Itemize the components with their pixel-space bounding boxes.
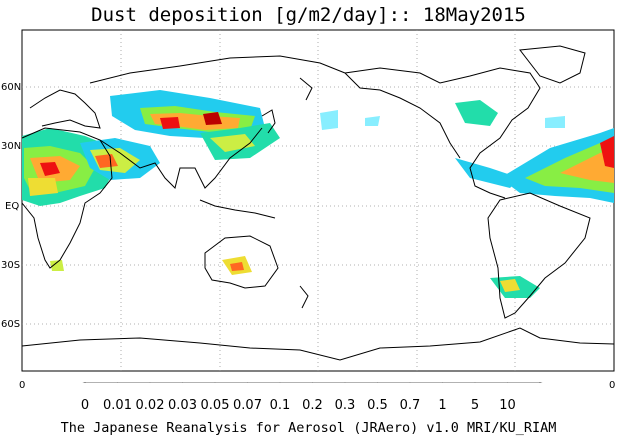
lat-label-eq: EQ (5, 201, 20, 212)
coast-kamchatka (299, 77, 313, 101)
coast-alaska (344, 72, 461, 159)
coast-greenland (519, 45, 586, 84)
colorbar-label: 0.1 (269, 398, 291, 413)
lon-label-right: 0 (609, 380, 616, 391)
colorbar-label: 0.01 (103, 398, 132, 413)
colorbar-label: 0.02 (135, 398, 165, 413)
lat-label-30n: 30N (1, 141, 22, 152)
dust-deposition-map (21, 29, 615, 383)
colorbar-label: 1 (438, 398, 447, 413)
colorbar-label: 0.07 (233, 398, 262, 413)
coast-europe (29, 89, 101, 129)
colorbar-label: 0 (80, 398, 90, 413)
coast-south-america (487, 192, 591, 319)
colorbar-label: 10 (499, 398, 516, 413)
coast-japan (261, 109, 276, 134)
coast-north-america (344, 67, 541, 199)
coast-south-asia (99, 127, 263, 189)
coast-new-zealand (299, 285, 309, 309)
lat-label-60s: 60S (1, 319, 21, 330)
coast-north-asia (89, 55, 346, 84)
map-frame (21, 29, 615, 372)
colorbar-label: 0.03 (168, 398, 197, 413)
colorbar-label: 0.05 (200, 398, 230, 413)
colorbar-label: 0.7 (399, 398, 421, 413)
dust-deposition-shading (22, 90, 614, 298)
colorbar-label: 0.3 (334, 398, 356, 413)
map-title: Dust deposition [g/m2/day]:: 18May2015 (91, 4, 526, 26)
colorbar-label: 0.2 (302, 398, 323, 413)
colorbar-label: 0.5 (367, 398, 388, 413)
coast-australia (204, 235, 279, 289)
colorbar-label: 5 (470, 398, 480, 413)
coast-africa (21, 127, 113, 269)
coast-antarctica (21, 327, 615, 361)
credit-line: The Japanese Reanalysis for Aerosol (JRA… (60, 420, 557, 436)
coast-indonesia (199, 199, 276, 219)
lat-label-60n: 60N (1, 82, 22, 93)
lat-label-30s: 30S (1, 260, 21, 271)
graticule (22, 30, 614, 371)
coastlines (21, 45, 615, 361)
lon-label-left: 0 (19, 380, 26, 391)
